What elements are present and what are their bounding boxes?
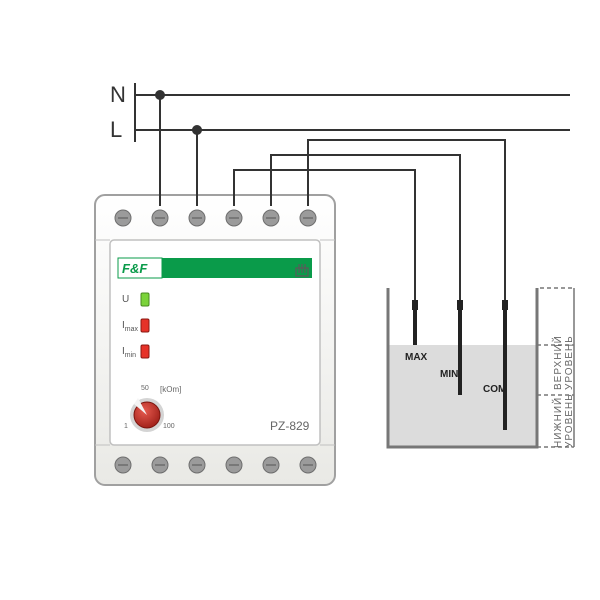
supply-lines: N L — [110, 82, 570, 142]
knob-scale-1: 1 — [124, 423, 128, 430]
lower-level-label: НИЖНИЙ УРОВЕНЬ — [553, 398, 575, 448]
led-imax — [141, 319, 149, 332]
tank: MAX MIN COM — [388, 288, 574, 447]
model-label: PZ-829 — [270, 419, 310, 433]
knob-unit: [kOm] — [160, 385, 181, 394]
neutral-label: N — [110, 82, 126, 107]
led-u-label: U — [122, 294, 129, 305]
led-imin — [141, 345, 149, 358]
wiring-diagram: N L — [0, 0, 600, 600]
brand-label: F&F — [122, 261, 148, 276]
probe-com-label: COM — [483, 384, 506, 395]
upper-level-label: ВЕРХНИЙ УРОВЕНЬ — [553, 290, 575, 390]
device-body: F&F U Imax Imin PZ-829 [kOm] 1 50 100 — [95, 195, 335, 485]
live-label: L — [110, 117, 122, 142]
brand-band: F&F — [118, 258, 312, 278]
led-u — [141, 293, 149, 306]
knob-scale-100: 100 — [163, 423, 175, 430]
probe-min-label: MIN — [440, 369, 458, 380]
knob-scale-50: 50 — [141, 385, 149, 392]
probe-max-label: MAX — [405, 352, 428, 363]
